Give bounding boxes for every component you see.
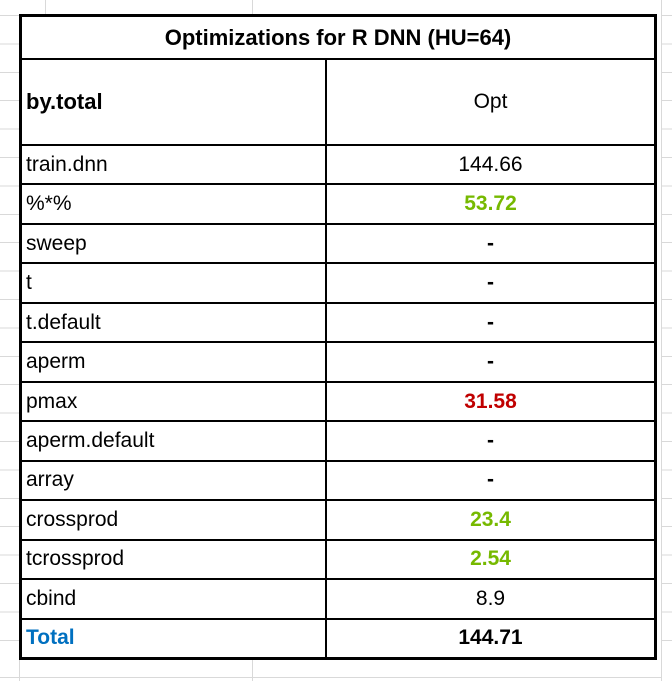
table-row: t - bbox=[22, 262, 654, 302]
row-value[interactable]: - bbox=[325, 303, 654, 342]
row-label[interactable]: crossprod bbox=[26, 507, 119, 531]
spreadsheet-gridlines-left bbox=[0, 15, 19, 647]
row-label[interactable]: array bbox=[26, 468, 74, 492]
row-value[interactable]: 31.58 bbox=[325, 382, 654, 421]
header-cell-opt[interactable]: Opt bbox=[325, 60, 654, 144]
table-title-cell[interactable]: Optimizations for R DNN (HU=64) bbox=[22, 17, 654, 58]
table-row: aperm - bbox=[22, 341, 654, 381]
table-row: cbind 8.9 bbox=[22, 578, 654, 618]
header-cell-by-total[interactable]: by.total bbox=[26, 89, 103, 114]
spreadsheet-gridline bbox=[252, 0, 253, 14]
spreadsheet-gridline bbox=[0, 677, 661, 678]
row-value[interactable]: 53.72 bbox=[325, 185, 654, 223]
row-value[interactable]: - bbox=[325, 264, 654, 302]
row-value[interactable]: 144.66 bbox=[325, 146, 654, 184]
row-label[interactable]: %*% bbox=[26, 192, 72, 216]
table-row: t.default - bbox=[22, 301, 654, 342]
row-value[interactable]: - bbox=[325, 224, 654, 263]
table-row: sweep - bbox=[22, 222, 654, 263]
row-label[interactable]: t.default bbox=[26, 310, 101, 334]
table-row-total: Total 144.71 bbox=[22, 617, 654, 658]
row-value[interactable]: - bbox=[325, 461, 654, 500]
spreadsheet-gridline bbox=[252, 660, 253, 681]
spreadsheet-gridline bbox=[45, 0, 46, 14]
row-label[interactable]: aperm bbox=[26, 350, 86, 374]
row-label[interactable]: cbind bbox=[26, 586, 77, 610]
row-label[interactable]: t bbox=[26, 271, 32, 295]
row-value[interactable]: 2.54 bbox=[325, 540, 654, 579]
table-row: array - bbox=[22, 459, 654, 500]
table-row: %*% 53.72 bbox=[22, 183, 654, 223]
row-value[interactable]: - bbox=[325, 422, 654, 460]
total-row-label[interactable]: Total bbox=[26, 626, 75, 650]
row-value[interactable]: 23.4 bbox=[325, 501, 654, 539]
row-label[interactable]: train.dnn bbox=[26, 152, 108, 176]
row-label[interactable]: sweep bbox=[26, 231, 87, 255]
table-row: crossprod 23.4 bbox=[22, 499, 654, 539]
row-label[interactable]: tcrossprod bbox=[26, 547, 125, 571]
table-row: train.dnn 144.66 bbox=[22, 144, 654, 184]
table-row: aperm.default - bbox=[22, 420, 654, 460]
table-row: pmax 31.58 bbox=[22, 380, 654, 421]
row-label[interactable]: aperm.default bbox=[26, 429, 155, 453]
optimizations-table: Optimizations for R DNN (HU=64) by.total… bbox=[19, 14, 657, 660]
total-row-value[interactable]: 144.71 bbox=[325, 619, 654, 658]
spreadsheet-gridline bbox=[19, 660, 20, 681]
table-header-row: by.total Opt bbox=[22, 58, 654, 144]
row-value[interactable]: 8.9 bbox=[325, 580, 654, 618]
row-label[interactable]: pmax bbox=[26, 389, 78, 413]
row-value[interactable]: - bbox=[325, 343, 654, 381]
table-title: Optimizations for R DNN (HU=64) bbox=[164, 24, 512, 50]
table-row: tcrossprod 2.54 bbox=[22, 538, 654, 579]
spreadsheet-gridlines-right bbox=[661, 15, 672, 647]
